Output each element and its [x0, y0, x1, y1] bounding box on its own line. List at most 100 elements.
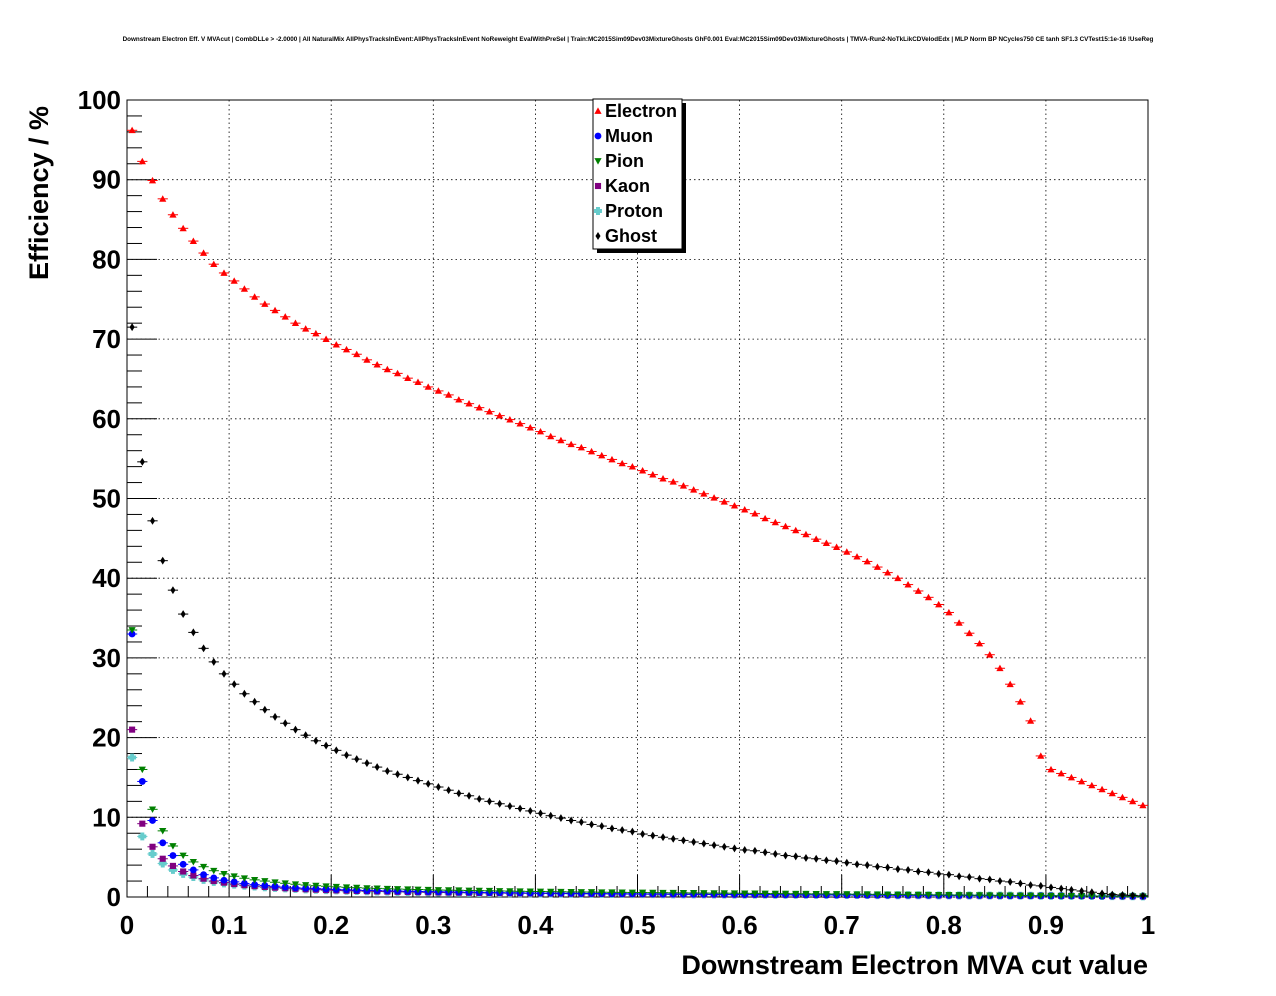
- pion-point: [291, 881, 300, 888]
- ghost-point: [170, 586, 176, 595]
- electron-point: [894, 574, 902, 582]
- legend-label-pion: Pion: [605, 151, 644, 171]
- muon-point: [200, 871, 207, 879]
- electron-point: [261, 300, 269, 307]
- pion-point: [1037, 892, 1045, 900]
- ghost-point: [905, 865, 911, 874]
- ghost-point: [446, 786, 452, 795]
- ghost-point: [854, 860, 860, 869]
- electron-point: [975, 639, 984, 647]
- ghost-point: [578, 818, 584, 827]
- ghost-point: [762, 848, 768, 857]
- electron-point: [863, 557, 871, 565]
- ghost-point: [497, 799, 503, 808]
- electron-point: [322, 335, 330, 342]
- electron-point: [332, 341, 340, 348]
- pion-point: [690, 890, 698, 897]
- pion-point: [1078, 893, 1086, 900]
- electron-point: [251, 293, 259, 300]
- legend-label-electron: Electron: [605, 101, 677, 121]
- data-points: [127, 126, 1148, 901]
- electron-point: [1088, 781, 1096, 789]
- electron-point: [639, 467, 647, 474]
- pion-point: [189, 859, 197, 866]
- pion-point: [536, 888, 545, 896]
- ghost-point: [1038, 881, 1044, 890]
- electron-point: [189, 237, 197, 244]
- electron-point: [496, 412, 504, 419]
- electron-point: [1098, 785, 1106, 793]
- legend-marker-pion: [594, 158, 602, 165]
- pion-point: [567, 889, 575, 896]
- ghost-point: [946, 870, 952, 879]
- electron-point: [383, 365, 391, 373]
- ghost-point: [384, 767, 390, 776]
- electron-point: [240, 285, 249, 292]
- pion-point: [761, 890, 769, 898]
- electron-point: [741, 506, 749, 513]
- legend-marker-kaon: [594, 182, 602, 190]
- proton-point: [128, 753, 137, 762]
- ghost-point: [874, 862, 880, 871]
- electron-point: [1129, 797, 1137, 805]
- electron-point: [210, 260, 218, 268]
- ghost-point: [844, 858, 850, 867]
- pion-point: [843, 891, 851, 898]
- y-tick-label: 80: [92, 244, 121, 274]
- pion-point: [261, 878, 269, 885]
- pion-point: [1006, 892, 1014, 900]
- pion-point: [281, 880, 289, 887]
- ghost-point: [211, 657, 217, 666]
- pion-point: [1067, 893, 1076, 900]
- x-tick-label: 0.7: [824, 910, 860, 940]
- electron-point: [414, 378, 422, 386]
- legend-label-kaon: Kaon: [605, 176, 650, 196]
- ghost-point: [1007, 877, 1013, 886]
- series-electron: [127, 126, 1148, 809]
- ghost-point: [619, 826, 625, 835]
- electron-point: [843, 548, 851, 555]
- kaon-point: [200, 875, 207, 882]
- electron-point: [720, 498, 728, 505]
- ghost-point: [599, 822, 605, 831]
- ghost-point: [1028, 881, 1034, 890]
- pion-point: [730, 890, 739, 897]
- ghost-point: [997, 877, 1003, 886]
- ghost-point: [701, 839, 707, 848]
- muon-point: [210, 874, 218, 882]
- electron-point: [996, 664, 1004, 672]
- pion-point: [710, 890, 718, 897]
- ghost-point: [558, 814, 564, 823]
- electron-point: [1057, 769, 1065, 777]
- pion-point: [577, 889, 585, 896]
- electron-point: [547, 432, 555, 440]
- ghost-point: [190, 628, 196, 637]
- ghost-point: [292, 725, 298, 734]
- legend-items: Electron Muon Pion Kaon Proton Ghost: [594, 101, 677, 246]
- electron-point: [373, 361, 381, 368]
- pion-point: [475, 887, 483, 895]
- pion-point: [322, 883, 330, 890]
- muon-point: [220, 876, 228, 884]
- pion-point: [210, 867, 218, 875]
- pion-point: [679, 889, 688, 897]
- ghost-point: [1119, 891, 1125, 899]
- x-axis-label: Downstream Electron MVA cut value: [681, 950, 1148, 980]
- pion-point: [751, 890, 759, 898]
- pion-point: [312, 882, 320, 890]
- pion-point: [445, 887, 453, 894]
- proton-point: [148, 850, 157, 858]
- pion-point: [986, 892, 994, 899]
- electron-point: [138, 157, 146, 165]
- electron-point: [128, 126, 136, 134]
- electron-point: [873, 563, 882, 570]
- muon-point: [179, 860, 187, 868]
- series-muon: [127, 630, 1148, 900]
- ghost-point: [629, 827, 635, 836]
- pion-point: [935, 891, 943, 899]
- ghost-point: [415, 776, 421, 785]
- pion-point: [955, 892, 963, 899]
- pion-point: [700, 890, 708, 897]
- ghost-point: [609, 824, 615, 833]
- pion-point: [812, 891, 820, 898]
